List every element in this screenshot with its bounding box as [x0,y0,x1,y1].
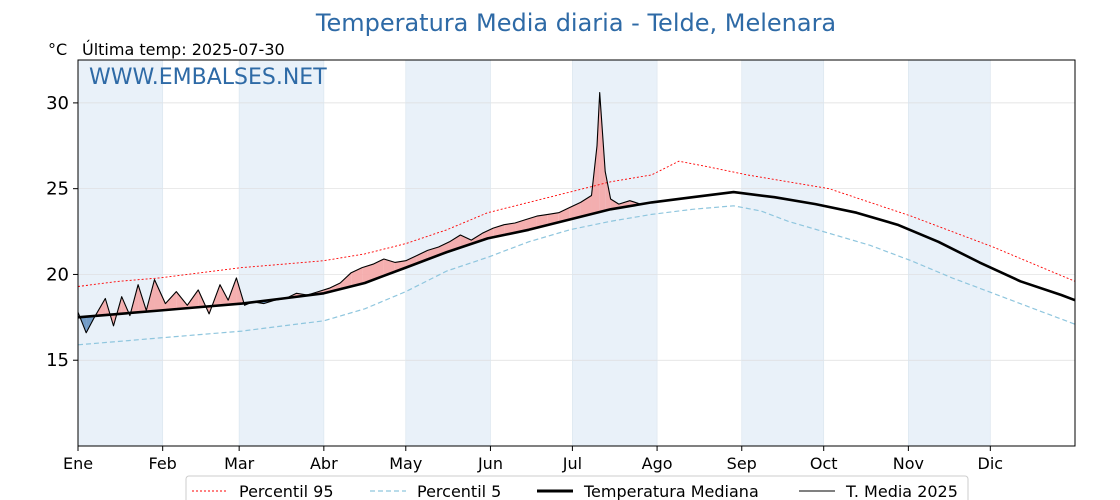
x-tick-label: Ene [63,454,93,473]
anomaly-fill-above [394,260,406,272]
legend: Percentil 95 Percentil 5 Temperatura Med… [185,475,969,500]
x-tick-label: Abr [310,454,338,473]
y-tick-label: 25 [46,179,69,200]
anomaly-fill-above [493,224,505,238]
anomaly-fill-above [362,264,374,284]
series-line-p5 [77,205,1076,346]
series-line-t2025 [77,92,652,334]
anomaly-fill-above [373,259,384,280]
month-shade [908,60,991,446]
x-tick-label: Jun [477,454,503,473]
x-tick-label: Nov [893,454,924,473]
anomaly-fill-above [154,279,166,311]
series-lines [77,92,1076,346]
x-tick-label: Oct [810,454,838,473]
anomaly-fill-above [605,171,611,211]
anomaly-fills [78,92,652,333]
series-line-median [77,190,1076,319]
x-tick-label: Feb [149,454,177,473]
watermark: WWW.EMBALSES.NET [89,65,327,90]
y-tick-label: 30 [46,93,69,114]
legend-label-median: Temperatura Mediana [583,482,759,500]
x-tick-label: May [389,454,422,473]
legend-box [185,475,969,500]
anomaly-fill-above [599,92,606,212]
grid-lines [77,60,1075,446]
anomaly-fill-above [515,219,526,233]
x-tick-label: Sep [727,454,757,473]
anomaly-fill-above [165,291,177,311]
month-shade [741,60,824,446]
legend-label-t2025: T. Media 2025 [845,482,958,500]
series-line-p95 [77,160,1076,287]
month-shade [572,60,658,446]
month-shade [78,60,163,446]
unit-label: °C [48,40,67,59]
plot-frame [77,59,1076,447]
x-axis: Ene Feb Mar Abr May Jun Jul Ago Sep Oct Nov Dic [63,446,1003,473]
anomaly-fill-above [220,284,229,306]
x-tick-label: Jul [562,454,582,473]
y-tick-label: 15 [46,350,69,371]
anomaly-fill-above [558,207,570,223]
anomaly-fill-above [471,233,483,244]
anomaly-fill-above [610,198,619,210]
anomaly-fill-above [596,92,600,213]
anomaly-fill-above [176,291,188,310]
x-tick-label: Mar [224,454,255,473]
x-tick-label: Ago [642,454,673,473]
anomaly-fill-above [351,267,363,287]
legend-label-p95: Percentil 95 [239,482,334,500]
anomaly-fill-above [405,255,417,268]
x-tick-label: Dic [978,454,1004,473]
last-temp-label: Última temp: 2025-07-30 [82,40,285,59]
y-tick-label: 20 [46,264,69,285]
anomaly-fill-above [525,216,537,231]
month-shade [239,60,324,446]
anomaly-fill-above [340,272,352,290]
chart-title: Temperatura Media diaria - Telde, Melena… [315,9,836,37]
month-shading [78,60,991,446]
legend-label-p5: Percentil 5 [417,482,501,500]
y-axis: 15 20 25 30 [46,93,78,371]
